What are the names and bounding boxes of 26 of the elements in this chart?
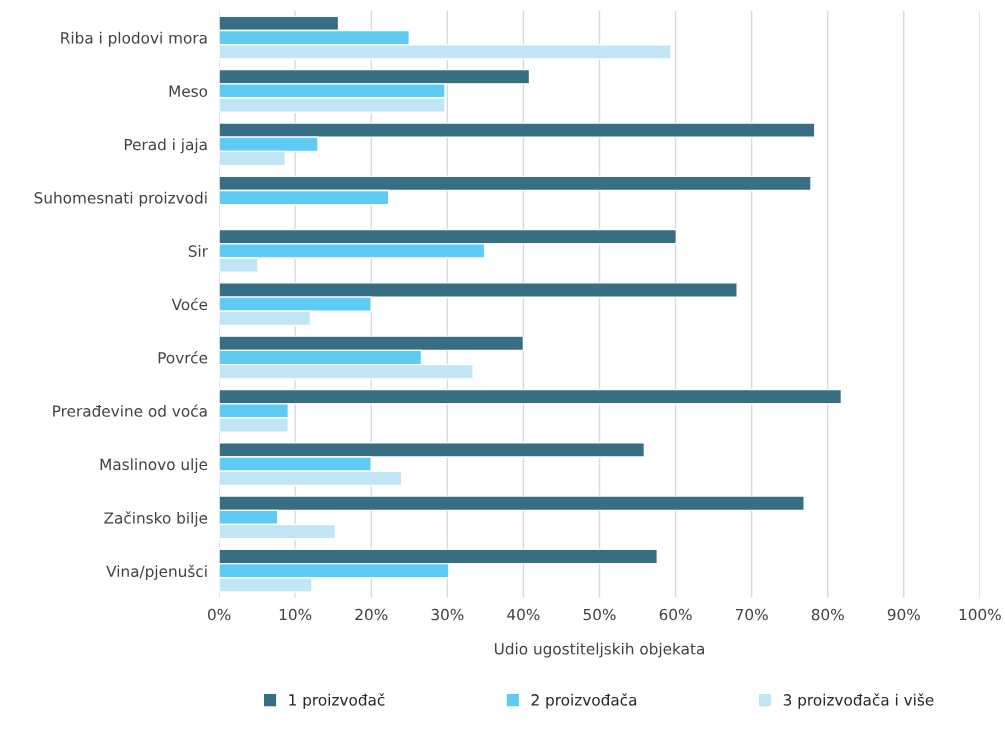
y-tick-label: Suhomesnati proizvodi: [34, 191, 207, 207]
x-tick-label: 20%: [355, 608, 388, 621]
y-tick-label: Prerađevine od voća: [53, 404, 207, 417]
x-tick-label: 80%: [811, 608, 844, 621]
x-tick-label: 10%: [279, 608, 312, 621]
x-tick-label: 40%: [507, 608, 540, 621]
legend-label: 3 proizvođača i više: [783, 693, 934, 709]
y-tick-label: Voće: [171, 297, 208, 311]
y-tick-label: Riba i plodovi mora: [61, 31, 207, 47]
y-tick-label: Vina/pjenušci: [106, 564, 207, 581]
legend-label: 2 proizvođača: [531, 693, 637, 709]
y-tick-label: Perad i jaja: [124, 138, 207, 154]
y-tick-label: Maslinovo ulje: [100, 458, 208, 474]
x-axis-title: Udio ugostiteljskih objekata: [494, 642, 704, 658]
x-tick-label: 60%: [659, 608, 692, 621]
x-tick-label: 30%: [431, 608, 464, 621]
x-tick-label: 0%: [207, 608, 231, 621]
x-tick-label: 50%: [583, 608, 616, 621]
x-tick-label: 90%: [887, 608, 920, 621]
y-tick-label: Sir: [188, 245, 208, 257]
y-tick-label: Začinsko bilje: [104, 511, 208, 527]
y-tick-label: Povrće: [158, 351, 208, 364]
legend-label: 1 proizvođač: [289, 693, 385, 709]
x-tick-label: 100%: [959, 608, 1001, 621]
x-tick-label: 70%: [735, 608, 768, 621]
y-tick-label: Meso: [169, 85, 208, 97]
